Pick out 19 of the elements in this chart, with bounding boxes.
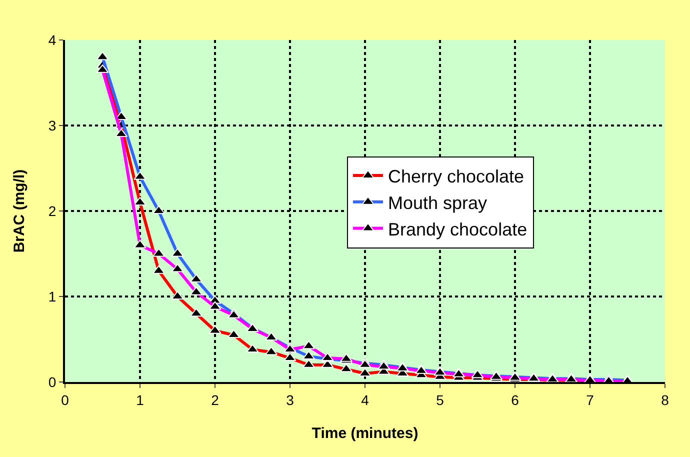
x-tick-label: 8 xyxy=(661,392,670,408)
x-axis-title: Time (minutes) xyxy=(312,425,418,442)
x-tick-label: 0 xyxy=(61,392,70,408)
x-tick-label: 4 xyxy=(361,392,370,408)
y-tick-label: 1 xyxy=(48,288,56,304)
x-tick-label: 5 xyxy=(436,392,444,408)
x-tick-label: 6 xyxy=(511,392,520,408)
legend-label: Cherry chocolate xyxy=(388,166,524,186)
legend-label: Mouth spray xyxy=(388,192,488,213)
x-tick-label: 3 xyxy=(286,392,294,408)
y-tick-label: 0 xyxy=(48,374,56,390)
y-axis-title: BrAC (mg/l) xyxy=(11,169,28,253)
x-tick-label: 1 xyxy=(136,392,144,408)
y-tick-label: 4 xyxy=(48,32,56,48)
x-tick-label: 2 xyxy=(211,392,220,408)
legend-label: Brandy chocolate xyxy=(388,219,528,240)
y-tick-label: 2 xyxy=(48,202,56,219)
y-tick-label: 3 xyxy=(48,117,56,134)
x-tick-label: 7 xyxy=(586,392,594,408)
